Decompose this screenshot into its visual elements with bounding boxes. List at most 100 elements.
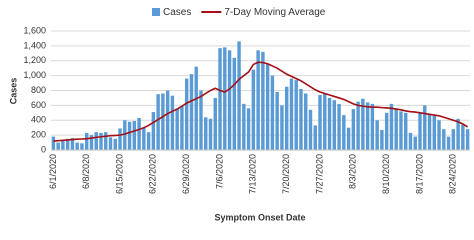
bar [213, 97, 217, 150]
bar [51, 136, 56, 150]
bar [80, 143, 84, 150]
bar [99, 132, 103, 150]
bar [461, 124, 465, 150]
bar [142, 127, 146, 150]
x-tick-label: 8/17/2020 [414, 154, 424, 194]
bar [384, 112, 389, 150]
y-tick-label: 1,000 [23, 70, 46, 80]
bar [227, 50, 232, 150]
y-tick-label: 1,400 [23, 40, 46, 50]
bar [89, 135, 94, 150]
bar [399, 111, 403, 150]
bar [223, 47, 227, 150]
bar [370, 103, 375, 150]
y-tick-label: 800 [31, 85, 46, 95]
x-tick-label: 6/15/2020 [114, 154, 124, 194]
bar [237, 41, 241, 150]
bar [380, 129, 384, 150]
bar [270, 75, 275, 150]
x-tick-label: 6/29/2020 [181, 154, 191, 194]
bar [413, 136, 417, 150]
bar [351, 109, 356, 150]
bar [113, 138, 117, 150]
y-tick-label: 1,600 [23, 25, 46, 35]
bar [427, 115, 432, 150]
bar [118, 128, 122, 150]
bar [232, 57, 237, 150]
bar [313, 125, 317, 150]
bar [327, 97, 332, 150]
bar [265, 63, 270, 150]
x-tick-label: 7/27/2020 [314, 154, 324, 194]
bar [204, 117, 208, 150]
bar [56, 142, 60, 150]
x-tick-label: 8/24/2020 [448, 154, 458, 194]
bar [137, 118, 141, 150]
bar [246, 108, 251, 150]
bar [432, 115, 437, 150]
y-tick-label: 1,200 [23, 55, 46, 65]
bar [175, 108, 179, 150]
bar [318, 94, 322, 150]
bar [299, 89, 303, 150]
bar [123, 120, 127, 150]
bar [275, 91, 279, 150]
x-tick-label: 6/22/2020 [148, 154, 158, 194]
bar [156, 94, 160, 150]
bar [184, 78, 189, 150]
bar [194, 66, 198, 150]
legend-swatch [152, 8, 160, 16]
bar [442, 129, 446, 150]
bar [61, 140, 65, 150]
bar [404, 112, 408, 150]
bar [451, 129, 456, 150]
bar [146, 132, 151, 150]
bar [323, 93, 327, 150]
bar [170, 95, 175, 150]
bar [180, 106, 184, 150]
bar [218, 48, 222, 151]
bar [261, 51, 265, 151]
x-tick-label: 6/1/2020 [48, 154, 58, 189]
bar [332, 100, 337, 150]
bar [108, 137, 113, 150]
bar [465, 129, 470, 150]
chart: Cases Symptom Onset Date 0 200 400 600 800 1,… [8, 7, 470, 222]
y-tick-label: 600 [31, 100, 46, 110]
y-tick-label: 0 [41, 144, 46, 154]
bar [304, 93, 308, 150]
bar [208, 118, 213, 150]
x-tick-label: 8/3/2020 [348, 154, 358, 189]
bar [65, 138, 70, 150]
y-axis-title: Cases [8, 78, 18, 105]
y-tick-label: 200 [31, 130, 46, 140]
bar [284, 86, 289, 150]
x-tick-label: 7/6/2020 [214, 154, 224, 189]
bar [165, 90, 170, 150]
bar [161, 93, 165, 150]
bar [199, 90, 203, 150]
bar [437, 120, 441, 150]
bar [365, 102, 370, 150]
bar [337, 103, 341, 150]
bar [389, 103, 394, 150]
y-tick-label: 400 [31, 115, 46, 125]
bar [84, 132, 89, 150]
bar [456, 118, 460, 150]
bar [242, 103, 246, 150]
bar [418, 112, 422, 150]
bar [94, 132, 98, 150]
bar [132, 120, 137, 150]
bar [251, 69, 256, 150]
bar [294, 80, 298, 150]
x-tick-label: 8/10/2020 [381, 154, 391, 194]
x-tick-label: 7/13/2020 [248, 154, 258, 194]
bar [104, 132, 108, 150]
bar [280, 105, 284, 150]
bar [70, 138, 75, 150]
bar [356, 101, 360, 150]
legend-label: 7-Day Moving Average [224, 7, 325, 18]
bar [189, 74, 194, 150]
bar [75, 142, 79, 150]
bar [151, 112, 156, 150]
